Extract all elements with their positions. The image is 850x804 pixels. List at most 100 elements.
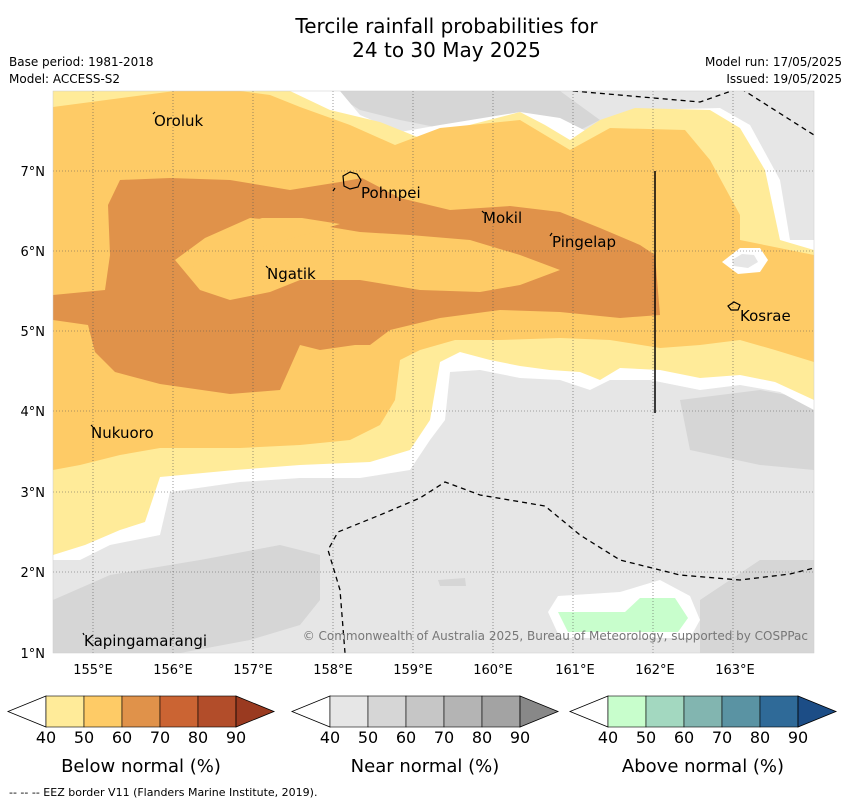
issued-date: Issued: 19/05/2025 xyxy=(726,72,842,86)
base-period: Base period: 1981-2018 xyxy=(9,55,154,69)
colorbar-low-extend xyxy=(568,695,609,728)
lat-tick: 7°N xyxy=(21,165,46,180)
colorbar-segment xyxy=(329,695,369,728)
islands xyxy=(82,111,741,636)
colorbar-segment xyxy=(405,695,445,728)
colorbar-high-extend xyxy=(235,695,276,728)
colorbar-segment xyxy=(683,695,723,728)
lon-tick: 163°E xyxy=(715,663,755,678)
below-normal-60-70 xyxy=(53,178,660,394)
colorbar-tick: 40 xyxy=(320,728,340,747)
lon-tick: 155°E xyxy=(73,663,113,678)
pingelap-mark xyxy=(549,232,553,237)
colorbar-tick: 40 xyxy=(36,728,56,747)
below-normal-pocket xyxy=(178,218,340,268)
colorbar-segment xyxy=(645,695,685,728)
colorbar-segment xyxy=(45,695,85,728)
colorbar-tick: 50 xyxy=(74,728,94,747)
lat-axis: 7°N 6°N 5°N 4°N 3°N 2°N 1°N xyxy=(21,165,46,662)
place-oroluk: Oroluk xyxy=(154,112,203,130)
colorbar-segment xyxy=(367,695,407,728)
title-line-1: Tercile rainfall probabilities for xyxy=(295,14,598,38)
colorbar-label: Near normal (%) xyxy=(351,756,500,777)
colorbar-tick: 40 xyxy=(598,728,618,747)
colorbar-segment xyxy=(197,695,237,728)
colorbar-segment xyxy=(759,695,799,728)
place-pohnpei: Pohnpei xyxy=(361,184,421,202)
eez-borders xyxy=(327,91,814,653)
colorbar-segment xyxy=(481,695,521,728)
map-title: Tercile rainfall probabilities for 24 to… xyxy=(0,14,850,62)
oroluk-mark xyxy=(152,111,156,115)
colorbar-segment xyxy=(159,695,199,728)
lat-tick: 3°N xyxy=(21,486,46,501)
colorbar-tick: 80 xyxy=(472,728,492,747)
copyright-note: © Commonwealth of Australia 2025, Bureau… xyxy=(303,629,808,643)
colorbar-tick: 60 xyxy=(112,728,132,747)
colorbar-tick: 60 xyxy=(674,728,694,747)
colorbar-high-extend xyxy=(797,695,838,728)
lat-tick: 4°N xyxy=(21,405,46,420)
colorbar-segment xyxy=(607,695,647,728)
meta-left: Base period: 1981-2018 Model: ACCESS-S2 xyxy=(9,54,154,88)
lon-tick: 160°E xyxy=(473,663,513,678)
colorbar-tick: 60 xyxy=(396,728,416,747)
grid xyxy=(53,91,814,653)
lon-tick: 161°E xyxy=(555,663,595,678)
map-area xyxy=(53,91,814,653)
colorbar-segment xyxy=(721,695,761,728)
place-pingelap: Pingelap xyxy=(552,233,616,251)
kosrae-outline xyxy=(727,301,741,311)
colorbar-below-normal: 40 50 60 70 80 90 Below normal (%) xyxy=(6,695,276,777)
pohnpei-outline xyxy=(342,171,362,190)
kapingamarangi-mark xyxy=(82,632,85,636)
place-ngatik: Ngatik xyxy=(267,265,316,283)
colorbar-label: Above normal (%) xyxy=(622,756,784,777)
lon-tick: 159°E xyxy=(393,663,433,678)
colorbar-low-extend xyxy=(6,695,47,728)
near-normal-patch-north xyxy=(330,91,600,140)
near-normal-patch-se xyxy=(700,560,814,653)
colorbar-near-normal: 40 50 60 70 80 90 Near normal (%) xyxy=(290,695,560,777)
colorbar-tick: 90 xyxy=(226,728,246,747)
colorbar-segment xyxy=(83,695,123,728)
lat-tick: 2°N xyxy=(21,566,46,581)
place-kapingamarangi: Kapingamarangi xyxy=(84,632,207,650)
colorbar-tick: 90 xyxy=(788,728,808,747)
pohnpei-islet xyxy=(332,187,336,192)
colorbar-label: Below normal (%) xyxy=(61,756,221,777)
map-frame xyxy=(52,90,815,654)
above-normal-area xyxy=(558,598,688,632)
colorbar-tick: 70 xyxy=(712,728,732,747)
lat-tick: 1°N xyxy=(21,647,46,662)
colorbar-tick: 70 xyxy=(434,728,454,747)
colorbar-low-extend xyxy=(290,695,331,728)
meta-right: Model run: 17/05/2025 Issued: 19/05/2025 xyxy=(705,54,842,88)
near-normal-patch-small xyxy=(438,578,466,586)
near-normal-patch-east xyxy=(680,390,814,470)
colorbar-tick: 70 xyxy=(150,728,170,747)
colorbar-high-extend xyxy=(519,695,560,728)
place-kosrae: Kosrae xyxy=(740,307,791,325)
mokil-mark xyxy=(481,210,485,214)
lat-tick: 5°N xyxy=(21,325,46,340)
colorbar-segment xyxy=(121,695,161,728)
lon-tick: 162°E xyxy=(635,663,675,678)
lon-tick: 156°E xyxy=(153,663,193,678)
near-normal-patch-east-small xyxy=(732,254,758,268)
title-line-2: 24 to 30 May 2025 xyxy=(352,38,541,62)
colorbar-segment xyxy=(443,695,483,728)
place-mokil: Mokil xyxy=(483,209,522,227)
colorbar-tick: 90 xyxy=(510,728,530,747)
eez-legend-note: -- -- -- EEZ border V11 (Flanders Marine… xyxy=(9,786,318,799)
colorbar-tick: 80 xyxy=(188,728,208,747)
lat-tick: 6°N xyxy=(21,245,46,260)
lon-tick: 158°E xyxy=(313,663,353,678)
model-name: Model: ACCESS-S2 xyxy=(9,72,121,86)
ngatik-mark xyxy=(265,265,269,269)
model-run: Model run: 17/05/2025 xyxy=(704,55,842,69)
nukuoro-mark xyxy=(90,424,94,428)
lon-tick: 157°E xyxy=(233,663,273,678)
